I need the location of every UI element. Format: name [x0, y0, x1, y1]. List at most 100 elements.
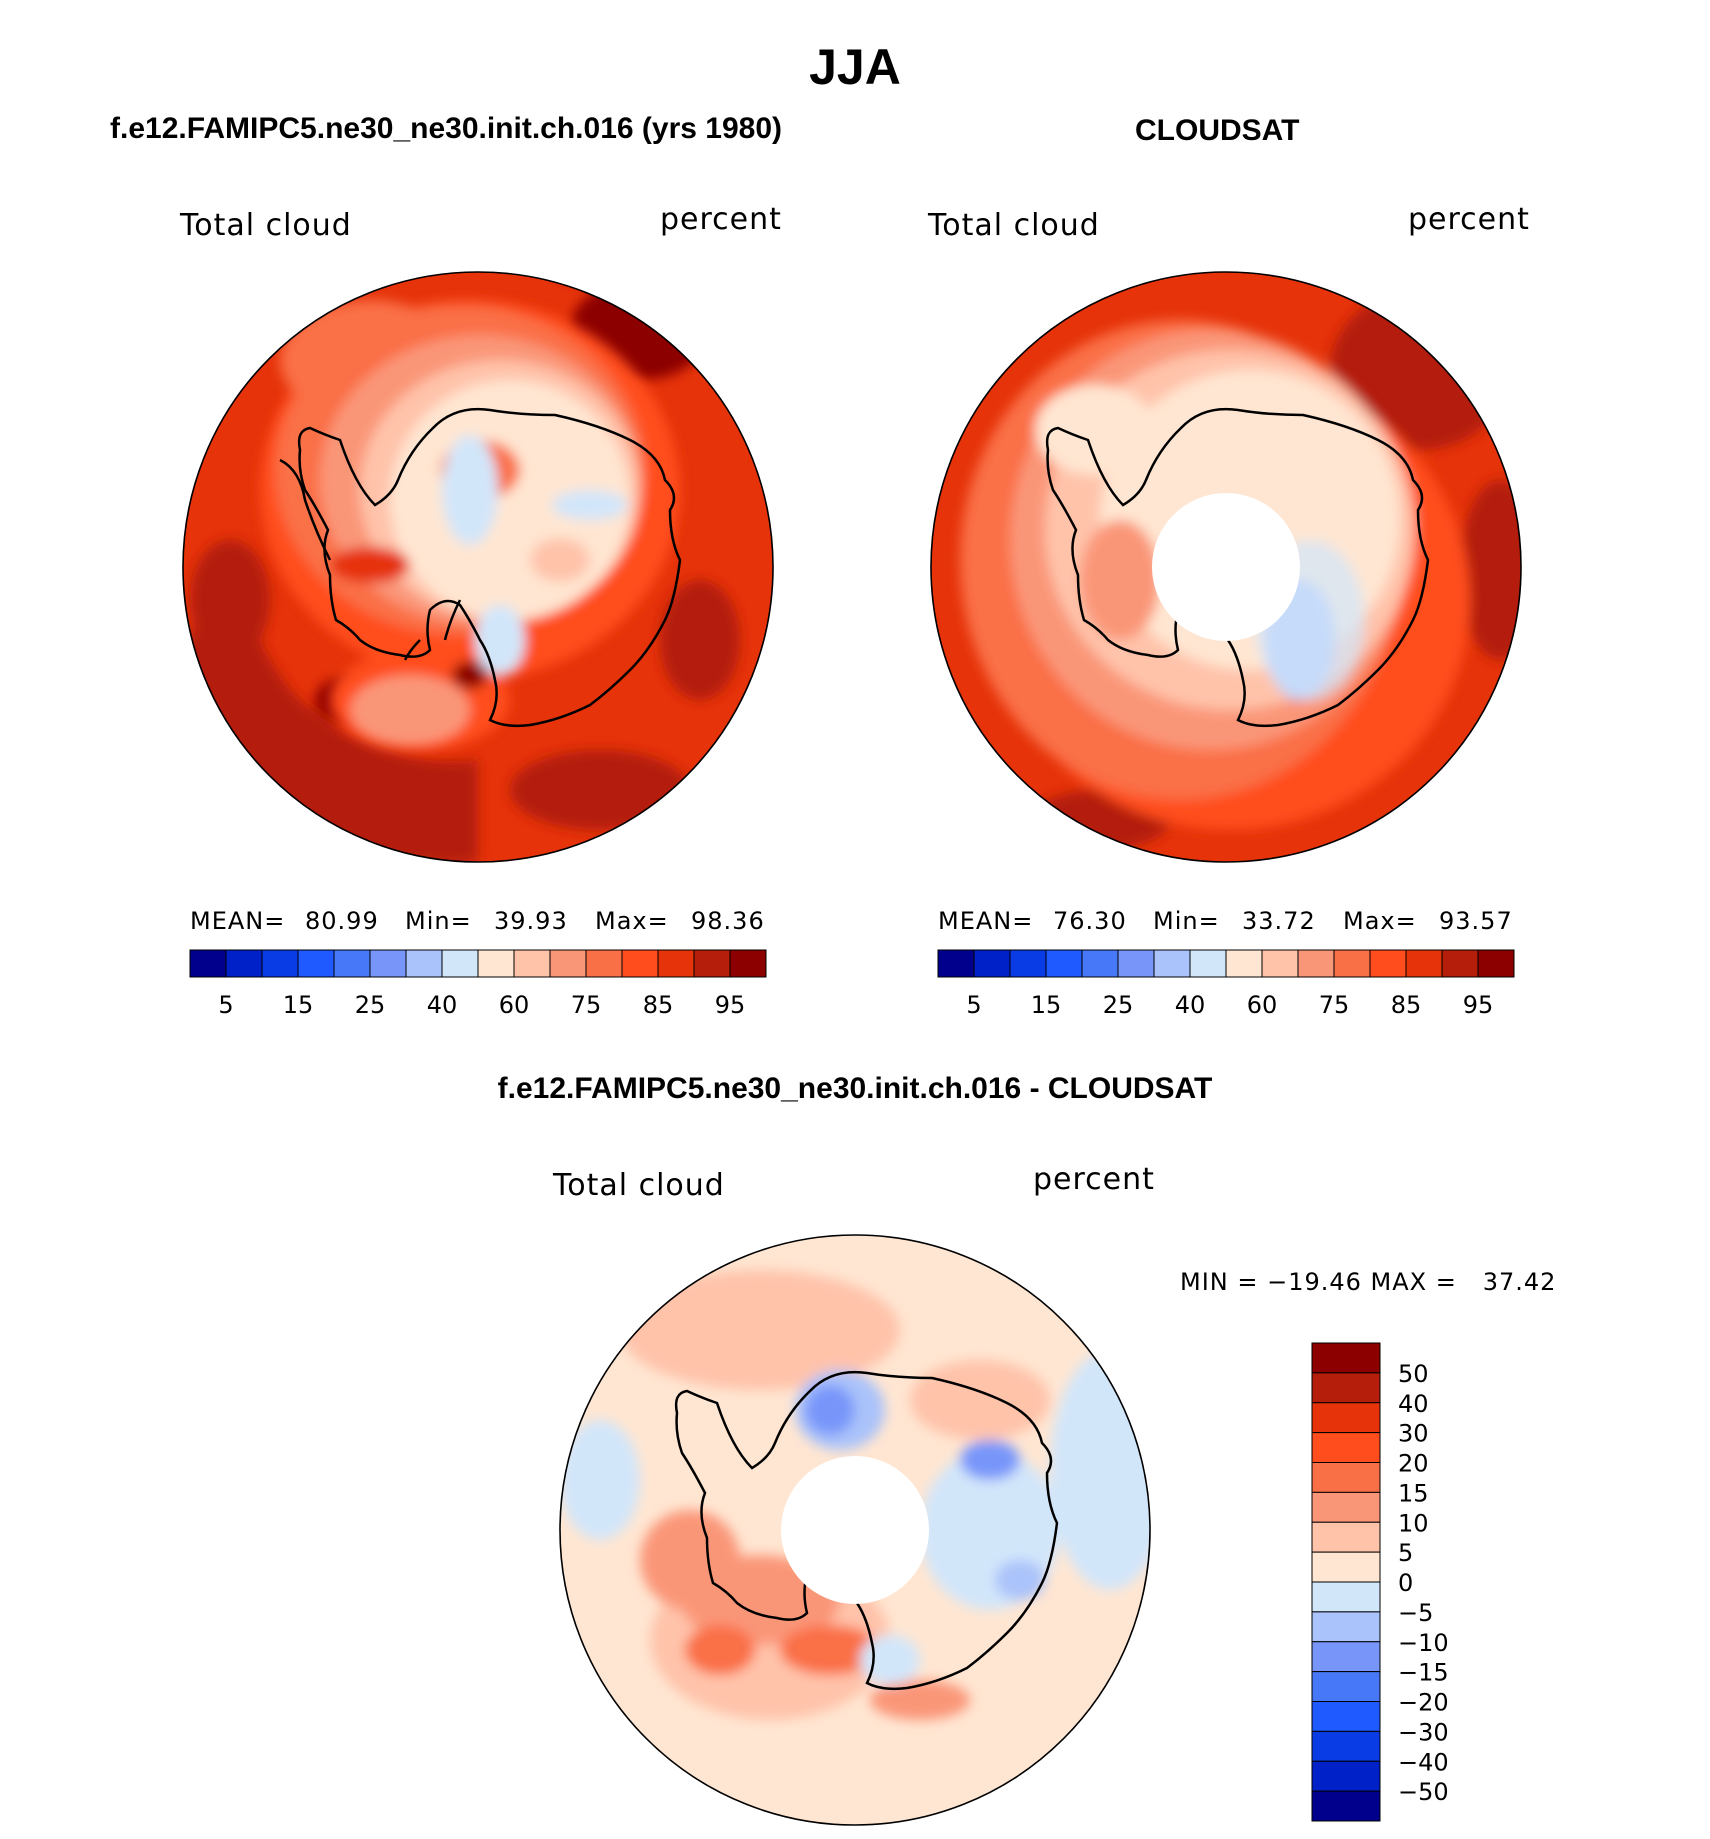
colorbar-cloudsat-tick-label: 40: [1175, 991, 1206, 1019]
colorbar-difference-tick-label: −30: [1398, 1718, 1449, 1746]
colorbar-cloudsat-swatch: [1405, 949, 1443, 978]
colorbar-cloudsat-tick-label: 95: [1463, 991, 1494, 1019]
colorbar-cloudsat-swatch: [1477, 949, 1515, 978]
colorbar-model-tick-label: 15: [283, 991, 314, 1019]
colorbar-difference-swatch: [1311, 1551, 1381, 1583]
panel2-min-label: Min=: [1153, 907, 1220, 935]
panel3-var-label: Total cloud: [553, 1168, 725, 1203]
colorbar-cloudsat-tick-label: 60: [1247, 991, 1278, 1019]
colorbar-model-swatch: [513, 949, 551, 978]
colorbar-model-swatch: [585, 949, 623, 978]
panel3-minmax: MIN = −19.46 MAX = 37.42: [1180, 1268, 1557, 1296]
map-difference: [559, 1234, 1151, 1826]
panel3-units: percent: [1033, 1162, 1155, 1197]
panel1-min-label: Min=: [405, 907, 472, 935]
colorbar-model-swatch: [225, 949, 263, 978]
map-cloudsat: [930, 271, 1522, 863]
colorbar-model-swatch: [189, 949, 227, 978]
colorbar-cloudsat-swatch: [1117, 949, 1155, 978]
panel1-max-label: Max=: [595, 907, 669, 935]
colorbar-difference-tick-label: 30: [1398, 1420, 1429, 1448]
colorbar-difference-tick-label: −15: [1398, 1659, 1449, 1687]
panel2-heading: CLOUDSAT: [1135, 114, 1300, 147]
colorbar-model-tick-label: 5: [218, 991, 233, 1019]
colorbar-model-tick-label: 60: [499, 991, 530, 1019]
panel2-min-value: 33.72: [1242, 907, 1316, 935]
colorbar-model-swatch: [657, 949, 695, 978]
colorbar-cloudsat-tick-label: 85: [1391, 991, 1422, 1019]
colorbar-model-tick-label: 95: [715, 991, 746, 1019]
colorbar-cloudsat-swatch: [1225, 949, 1263, 978]
colorbar-model-tick-label: 75: [571, 991, 602, 1019]
colorbar-difference-swatch: [1311, 1790, 1381, 1822]
colorbar-difference-tick-label: 50: [1398, 1360, 1429, 1388]
colorbar-difference-tick-label: −50: [1398, 1778, 1449, 1806]
colorbar-cloudsat-tick-label: 15: [1031, 991, 1062, 1019]
colorbar-cloudsat-tick-label: 5: [966, 991, 981, 1019]
colorbar-difference-swatch: [1311, 1342, 1381, 1374]
colorbar-difference-tick-label: 40: [1398, 1390, 1429, 1418]
colorbar-cloudsat-swatch: [1081, 949, 1119, 978]
colorbar-difference-swatch: [1311, 1402, 1381, 1434]
colorbar-model-tick-label: 25: [355, 991, 386, 1019]
colorbar-difference-swatch: [1311, 1491, 1381, 1523]
colorbar-cloudsat-tick-label: 75: [1319, 991, 1350, 1019]
panel1-max-value: 98.36: [691, 907, 765, 935]
colorbar-difference-swatch: [1311, 1611, 1381, 1643]
panel1-units: percent: [660, 202, 782, 237]
colorbar-cloudsat-swatch: [1297, 949, 1335, 978]
missing-data-pole-cloudsat: [1152, 493, 1300, 641]
panel1-heading: f.e12.FAMIPC5.ne30_ne30.init.ch.016 (yrs…: [110, 112, 782, 145]
colorbar-model-swatch: [693, 949, 731, 978]
colorbar-model-swatch: [441, 949, 479, 978]
colorbar-model-swatch: [405, 949, 443, 978]
colorbar-difference-swatch: [1311, 1372, 1381, 1404]
colorbar-cloudsat-swatch: [1153, 949, 1191, 978]
colorbar-model-swatch: [477, 949, 515, 978]
colorbar-model-tick-label: 85: [643, 991, 674, 1019]
colorbar-difference-tick-label: −10: [1398, 1629, 1449, 1657]
panel1-min-value: 39.93: [494, 907, 568, 935]
colorbar-difference-swatch: [1311, 1760, 1381, 1792]
colorbar-cloudsat-swatch: [1333, 949, 1371, 978]
colorbar-cloudsat: 5 15 25 40 60 75 85 95: [937, 949, 1515, 1019]
colorbar-model-swatch: [621, 949, 659, 978]
colorbar-cloudsat-swatch: [1009, 949, 1047, 978]
colorbar-difference-tick-label: −5: [1398, 1599, 1433, 1627]
colorbar-difference-swatch: [1311, 1462, 1381, 1493]
panel3-heading: f.e12.FAMIPC5.ne30_ne30.init.ch.016 - CL…: [497, 1072, 1213, 1105]
colorbar-difference-swatch: [1311, 1701, 1381, 1732]
colorbar-cloudsat-swatch: [1045, 949, 1083, 978]
panel2-var-label: Total cloud: [928, 208, 1100, 243]
colorbar-difference-swatch: [1311, 1641, 1381, 1673]
colorbar-difference-swatch: [1311, 1581, 1381, 1613]
panel2-mean-label: MEAN=: [938, 907, 1034, 935]
colorbar-difference-swatch: [1311, 1671, 1381, 1702]
colorbar-difference-swatch: [1311, 1521, 1381, 1553]
colorbar-cloudsat-swatch: [1189, 949, 1227, 978]
colorbar-cloudsat-swatch: [973, 949, 1011, 978]
colorbar-model-swatch: [333, 949, 371, 978]
colorbar-difference-tick-label: 5: [1398, 1539, 1413, 1567]
colorbar-model-swatch: [261, 949, 299, 978]
colorbar-difference-tick-label: 0: [1398, 1569, 1413, 1597]
panel1-mean-value: 80.99: [305, 907, 379, 935]
panel2-max-value: 93.57: [1439, 907, 1513, 935]
panel1-var-label: Total cloud: [180, 208, 352, 243]
colorbar-model-swatch: [297, 949, 335, 978]
colorbar-cloudsat-tick-label: 25: [1103, 991, 1134, 1019]
colorbar-difference-tick-label: −20: [1398, 1689, 1449, 1717]
panel1-mean-label: MEAN=: [190, 907, 286, 935]
colorbar-cloudsat-swatch: [1369, 949, 1407, 978]
panel2-mean-value: 76.30: [1053, 907, 1127, 935]
colorbar-cloudsat-swatch: [1441, 949, 1479, 978]
colorbar-difference-tick-label: 15: [1398, 1479, 1429, 1507]
page-title: JJA: [809, 39, 901, 95]
map-model: [182, 271, 774, 863]
colorbar-difference-swatch: [1311, 1432, 1381, 1463]
colorbar-model-swatch: [549, 949, 587, 978]
colorbar-difference-swatch: [1311, 1730, 1381, 1762]
colorbar-model-swatch: [729, 949, 767, 978]
